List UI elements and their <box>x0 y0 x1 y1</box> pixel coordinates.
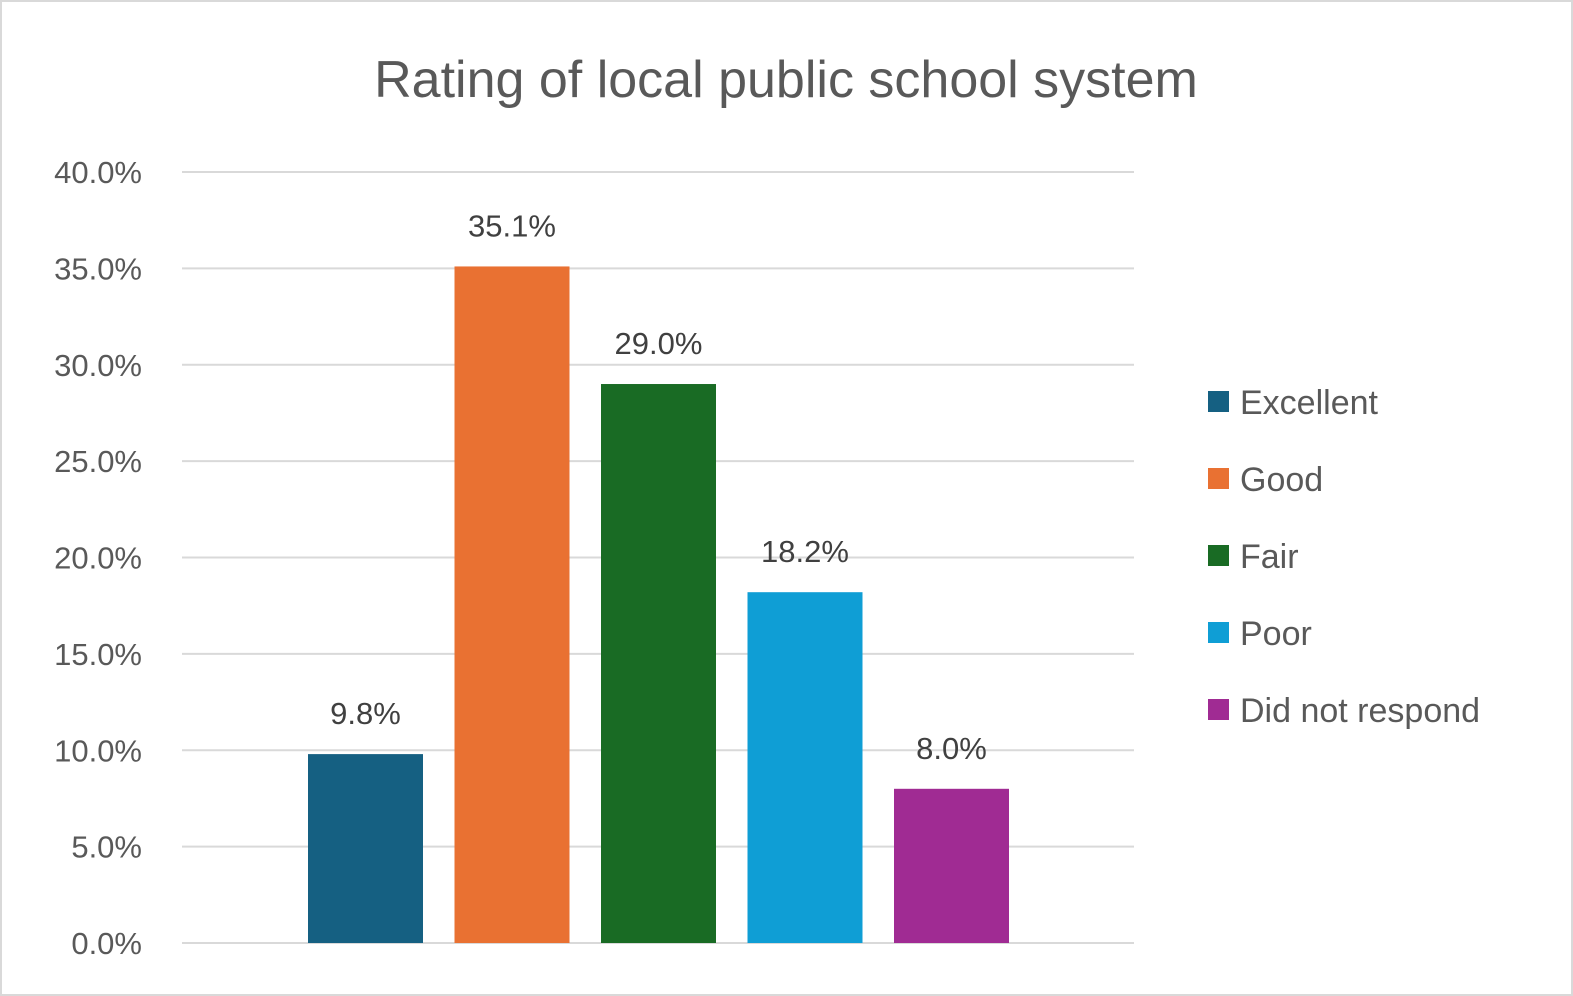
legend-swatch <box>1208 699 1229 720</box>
y-tick-label: 5.0% <box>71 830 142 865</box>
y-tick-label: 20.0% <box>54 541 142 576</box>
bar-good <box>454 266 570 943</box>
y-tick-label: 0.0% <box>71 926 142 961</box>
data-label: 9.8% <box>330 696 401 731</box>
legend-item: Excellent <box>1208 384 1379 422</box>
data-label: 18.2% <box>761 534 849 569</box>
legend-swatch <box>1208 545 1229 566</box>
data-label: 29.0% <box>615 326 703 361</box>
y-tick-label: 10.0% <box>54 733 142 768</box>
legend-swatch <box>1208 622 1229 643</box>
legend-label: Poor <box>1240 615 1312 653</box>
legend-label: Did not respond <box>1240 692 1480 730</box>
y-tick-label: 40.0% <box>54 155 142 190</box>
legend-item: Good <box>1208 461 1323 499</box>
y-tick-label: 15.0% <box>54 637 142 672</box>
legend-label: Fair <box>1240 538 1299 576</box>
legend-label: Excellent <box>1240 384 1379 422</box>
bar-did-not-respond <box>894 788 1009 943</box>
legend-swatch <box>1208 468 1229 489</box>
y-tick-label: 35.0% <box>54 251 142 286</box>
legend-item: Fair <box>1208 538 1299 576</box>
y-tick-label: 25.0% <box>54 444 142 479</box>
bar-poor <box>747 592 863 943</box>
legend-swatch <box>1208 391 1229 412</box>
data-label: 35.1% <box>468 208 556 243</box>
legend-item: Poor <box>1208 615 1312 653</box>
bar-fair <box>601 384 716 943</box>
chart-title: Rating of local public school system <box>374 51 1198 109</box>
legend-item: Did not respond <box>1208 692 1480 730</box>
data-label: 8.0% <box>916 731 987 766</box>
bar-excellent <box>308 754 423 943</box>
legend-label: Good <box>1240 461 1323 499</box>
y-tick-label: 30.0% <box>54 348 142 383</box>
